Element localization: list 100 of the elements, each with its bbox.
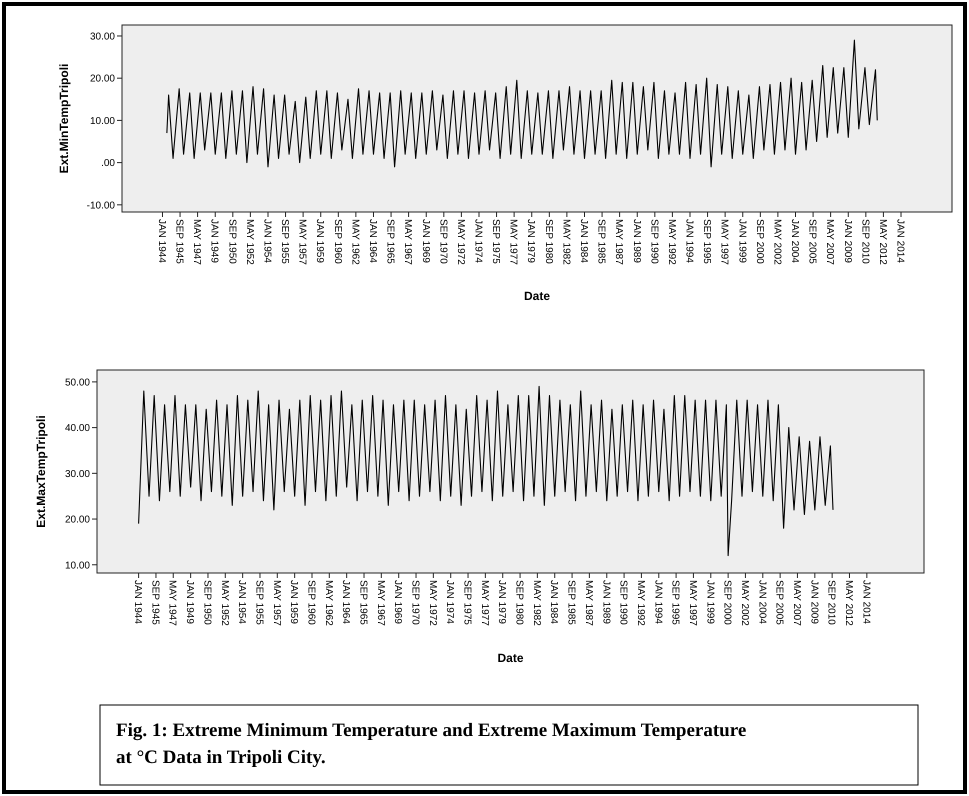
x-tick-label: SEP 1970 xyxy=(437,219,448,264)
x-tick-label: JAN 1974 xyxy=(472,219,484,264)
x-tick-label: SEP 1970 xyxy=(410,580,421,626)
x-tick-label: SEP 1945 xyxy=(149,580,160,626)
x-tick-label: MAY 1992 xyxy=(666,219,677,266)
x-tick-label: MAY 1967 xyxy=(402,219,414,266)
x-tick-label: JAN 1999 xyxy=(704,580,716,624)
x-tick-label: SEP 1990 xyxy=(618,580,629,626)
x-tick-label: JAN 1989 xyxy=(630,219,642,264)
y-tick-label: 30.00 xyxy=(64,468,90,480)
y-tick-label: 40.00 xyxy=(64,423,90,434)
x-tick-label: SEP 1950 xyxy=(226,219,238,264)
x-tick-label: JAN 1949 xyxy=(208,219,220,264)
x-tick-label: SEP 2010 xyxy=(859,219,870,264)
x-tick-label: SEP 1965 xyxy=(384,219,396,264)
x-axis-title: Date xyxy=(497,651,524,665)
x-tick-label: JAN 1944 xyxy=(132,580,144,624)
x-tick-label: MAY 1992 xyxy=(634,580,646,626)
x-tick-label: SEP 1950 xyxy=(201,580,212,626)
x-tick-label: SEP 1990 xyxy=(648,219,660,264)
x-tick-label: SEP 2005 xyxy=(774,580,785,626)
x-tick-label: SEP 2000 xyxy=(754,219,765,264)
x-tick-label: SEP 1995 xyxy=(701,219,712,264)
x-tick-label: JAN 2004 xyxy=(756,580,768,624)
x-tick-label: SEP 1960 xyxy=(332,219,343,264)
x-tick-label: MAY 1972 xyxy=(426,580,438,626)
y-tick-label: 10.00 xyxy=(64,560,90,572)
x-tick-label: SEP 1995 xyxy=(670,580,681,626)
x-tick-label: JAN 1949 xyxy=(184,580,196,624)
x-tick-label: SEP 2000 xyxy=(722,580,733,626)
y-tick-label: -10.00 xyxy=(86,200,116,212)
y-tick-label: 30.00 xyxy=(90,31,116,42)
line-series xyxy=(138,386,834,556)
x-tick-label: MAY 1977 xyxy=(508,219,519,266)
x-tick-label: SEP 1955 xyxy=(253,580,264,626)
x-tick-label: MAY 1957 xyxy=(270,580,282,626)
x-tick-label: JAN 2009 xyxy=(808,580,820,624)
x-tick-label: JAN 2009 xyxy=(842,219,853,264)
x-tick-label: JAN 1964 xyxy=(340,580,352,624)
x-tick-label: JAN 2014 xyxy=(860,580,872,624)
x-tick-label: SEP 1975 xyxy=(462,580,473,626)
y-tick-label: 50.00 xyxy=(64,377,90,388)
x-tick-label: MAY 1987 xyxy=(582,580,594,626)
x-tick-label: MAY 1952 xyxy=(244,219,255,266)
y-tick-label: 20.00 xyxy=(64,514,90,526)
x-tick-label: MAY 1947 xyxy=(166,580,178,626)
x-tick-label: JAN 1994 xyxy=(684,219,695,264)
x-tick-label: JAN 1979 xyxy=(525,219,536,264)
x-tick-label: SEP 1985 xyxy=(566,580,577,626)
caption: Fig. 1: Extreme Minimum Temperature and Extreme Maximum Temperature at °C Data in Tripoli City. xyxy=(116,720,746,768)
x-tick-label: JAN 1969 xyxy=(420,219,431,264)
x-tick-label: JAN 1974 xyxy=(444,580,456,624)
x-tick-label: MAY 1962 xyxy=(322,580,334,626)
x-tick-label: SEP 1960 xyxy=(306,580,317,626)
y-tick-label: 20.00 xyxy=(90,74,116,85)
x-tick-label: SEP 1945 xyxy=(174,219,185,264)
x-tick-label: JAN 2014 xyxy=(894,219,906,264)
x-tick-label: JAN 1984 xyxy=(578,219,589,264)
x-tick-label: JAN 1969 xyxy=(392,580,404,624)
x-tick-label: JAN 1964 xyxy=(366,219,378,264)
x-tick-label: JAN 1984 xyxy=(548,580,560,624)
x-tick-label: SEP 2010 xyxy=(826,580,837,626)
x-tick-label: JAN 1944 xyxy=(156,219,167,264)
x-tick-label: MAY 1982 xyxy=(530,580,542,626)
x-tick-label: MAY 1982 xyxy=(560,219,572,266)
x-tick-label: JAN 2004 xyxy=(789,219,800,264)
x-tick-label: MAY 1962 xyxy=(349,219,360,266)
x-tick-label: MAY 1952 xyxy=(218,580,230,626)
x-tick-label: SEP 1975 xyxy=(490,219,502,264)
x-tick-label: MAY 1997 xyxy=(718,219,730,266)
x-tick-label: MAY 2007 xyxy=(824,219,836,266)
x-tick-label: JAN 1979 xyxy=(496,580,508,624)
line-series xyxy=(166,40,878,168)
x-tick-label: MAY 1957 xyxy=(296,219,308,266)
x-tick-label: MAY 2007 xyxy=(790,580,802,626)
x-tick-label: JAN 1999 xyxy=(736,219,748,264)
x-tick-label: MAY 1947 xyxy=(191,219,202,266)
x-tick-label: MAY 1972 xyxy=(454,219,466,266)
x-tick-label: MAY 2012 xyxy=(842,580,854,626)
x-tick-label: MAY 1967 xyxy=(374,580,386,626)
x-tick-label: JAN 1959 xyxy=(288,580,300,624)
x-tick-label: SEP 2005 xyxy=(806,219,818,264)
x-tick-label: MAY 2012 xyxy=(876,219,888,266)
x-tick-label: JAN 1959 xyxy=(314,219,326,264)
x-tick-label: SEP 1965 xyxy=(358,580,369,626)
x-axis-title: Date xyxy=(524,289,550,303)
x-tick-label: SEP 1980 xyxy=(514,580,525,626)
x-tick-label: MAY 1997 xyxy=(686,580,698,626)
y-axis-title: Ext.MaxTempTripoli xyxy=(34,415,48,528)
y-tick-label: 10.00 xyxy=(90,116,116,127)
x-tick-label: MAY 2002 xyxy=(738,580,750,626)
x-tick-label: SEP 1980 xyxy=(542,219,554,264)
y-tick-label: .00 xyxy=(101,158,116,170)
x-tick-label: JAN 1954 xyxy=(261,219,272,264)
x-tick-label: JAN 1989 xyxy=(600,580,612,624)
x-tick-label: JAN 1994 xyxy=(652,580,664,624)
y-axis-title: Ext.MinTempTripoli xyxy=(57,64,71,174)
x-tick-label: MAY 2002 xyxy=(771,219,782,266)
x-tick-label: SEP 1985 xyxy=(596,219,607,264)
x-tick-label: SEP 1955 xyxy=(279,219,290,264)
